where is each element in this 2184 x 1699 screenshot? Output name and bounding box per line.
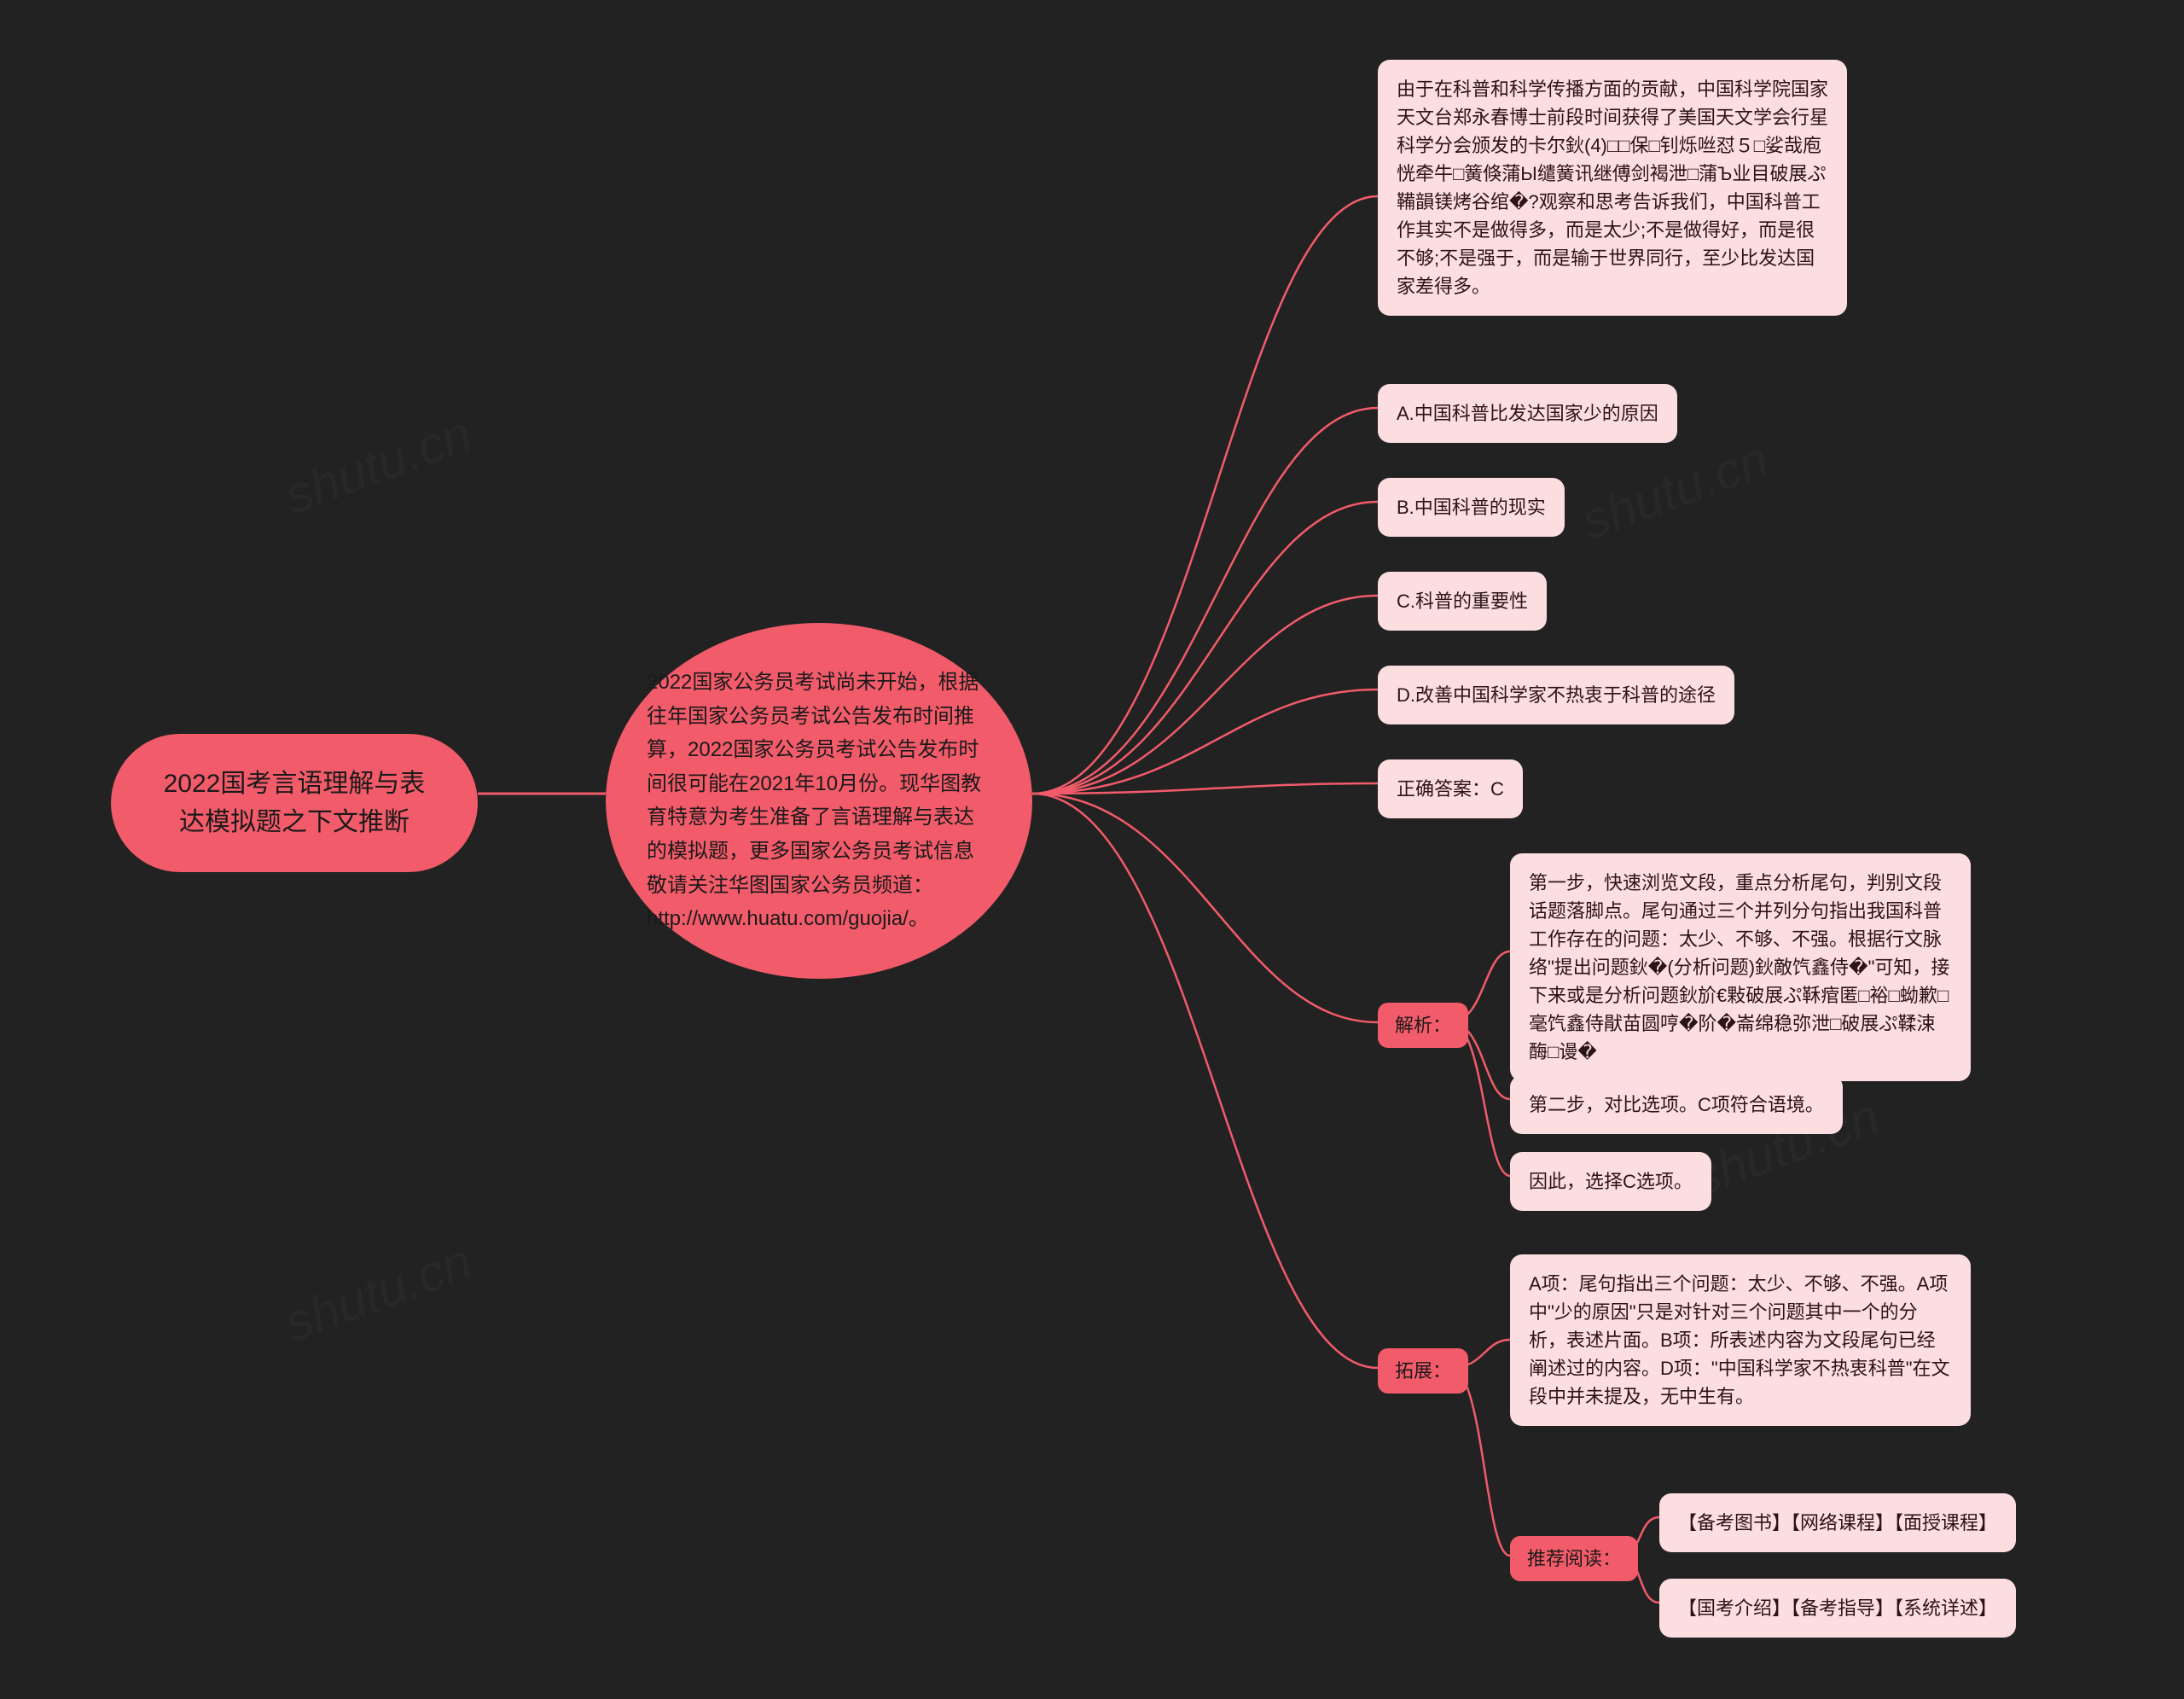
main-text: 2022国家公务员考试尚未开始，根据往年国家公务员考试公告发布时间推算，2022…: [647, 671, 981, 930]
leaf-text: 第一步，快速浏览文段，重点分析尾句，判别文段话题落脚点。尾句通过三个并列分句指出…: [1529, 872, 1949, 1062]
main-node[interactable]: 2022国家公务员考试尚未开始，根据往年国家公务员考试公告发布时间推算，2022…: [606, 623, 1032, 979]
branch-label-explain[interactable]: 解析：: [1378, 1003, 1468, 1048]
leaf-option-c[interactable]: C.科普的重要性: [1378, 572, 1547, 631]
leaf-text: A项：尾句指出三个问题：太少、不够、不强。A项中"少的原因"只是对针对三个问题其…: [1529, 1273, 1950, 1407]
root-title: 2022国考言语理解与表达模拟题之下文推断: [164, 770, 426, 836]
watermark: shutu.cn: [277, 1231, 479, 1353]
leaf-text: D.改善中国科学家不热衷于科普的途径: [1397, 684, 1716, 706]
leaf-recommend-1[interactable]: 【备考图书】【网络课程】【面授课程】: [1659, 1493, 2016, 1552]
leaf-text: 正确答案：C: [1397, 778, 1504, 800]
leaf-option-b[interactable]: B.中国科普的现实: [1378, 478, 1565, 537]
watermark: shutu.cn: [277, 404, 479, 525]
leaf-option-a[interactable]: A.中国科普比发达国家少的原因: [1378, 384, 1677, 443]
leaf-extend-1[interactable]: A项：尾句指出三个问题：太少、不够、不强。A项中"少的原因"只是对针对三个问题其…: [1510, 1254, 1971, 1426]
leaf-text: A.中国科普比发达国家少的原因: [1397, 403, 1658, 424]
root-node[interactable]: 2022国考言语理解与表达模拟题之下文推断: [111, 734, 478, 872]
leaf-recommend-2[interactable]: 【国考介绍】【备考指导】【系统详述】: [1659, 1579, 2016, 1638]
leaf-option-d[interactable]: D.改善中国科学家不热衷于科普的途径: [1378, 666, 1734, 724]
leaf-text: 由于在科普和科学传播方面的贡献，中国科学院国家天文台郑永春博士前段时间获得了美国…: [1397, 79, 1828, 297]
leaf-answer[interactable]: 正确答案：C: [1378, 759, 1523, 818]
leaf-explain-1[interactable]: 第一步，快速浏览文段，重点分析尾句，判别文段话题落脚点。尾句通过三个并列分句指出…: [1510, 853, 1971, 1081]
leaf-text: 【国考介绍】【备考指导】【系统详述】: [1678, 1597, 1997, 1619]
branch-label-extend[interactable]: 拓展：: [1378, 1348, 1468, 1394]
label-text: 推荐阅读：: [1527, 1548, 1621, 1569]
leaf-text: 第二步，对比选项。C项符合语境。: [1529, 1094, 1824, 1115]
leaf-explain-3[interactable]: 因此，选择C选项。: [1510, 1152, 1711, 1211]
leaf-text: 【备考图书】【网络课程】【面授课程】: [1678, 1512, 1997, 1533]
leaf-text: 因此，选择C选项。: [1529, 1171, 1693, 1192]
watermark: shutu.cn: [1574, 429, 1776, 550]
label-text: 解析：: [1395, 1015, 1451, 1036]
branch-label-recommend[interactable]: 推荐阅读：: [1510, 1536, 1638, 1581]
leaf-text: B.中国科普的现实: [1397, 497, 1546, 518]
leaf-explain-2[interactable]: 第二步，对比选项。C项符合语境。: [1510, 1075, 1843, 1134]
label-text: 拓展：: [1395, 1360, 1451, 1382]
leaf-passage[interactable]: 由于在科普和科学传播方面的贡献，中国科学院国家天文台郑永春博士前段时间获得了美国…: [1378, 60, 1847, 316]
leaf-text: C.科普的重要性: [1397, 591, 1528, 612]
